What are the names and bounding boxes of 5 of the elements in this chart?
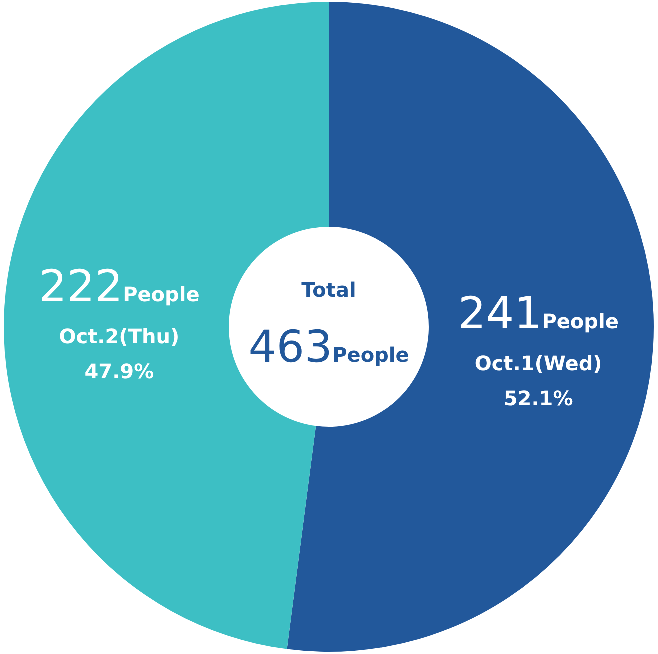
text: 47.9%	[84, 359, 154, 384]
slice-label: Oct.2(Thu)	[59, 324, 180, 348]
text: Total	[302, 278, 356, 302]
slice-label: Oct.1(Wed)	[474, 352, 602, 376]
text: 52.1%	[504, 386, 574, 411]
